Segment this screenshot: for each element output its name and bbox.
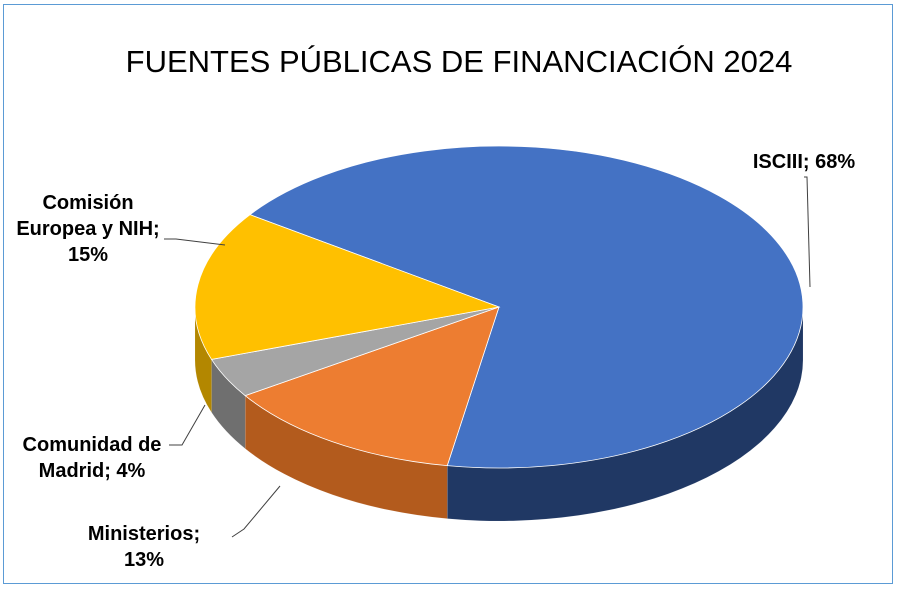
pie-chart: FUENTES PÚBLICAS DE FINANCIACIÓN 2024 IS…: [16, 44, 855, 571]
data-labels: ISCIII; 68% Ministerios; 13% Comunidad de Ma…: [16, 151, 855, 571]
pie-tops: [194, 145, 804, 469]
data-label-line: Ministerios;: [88, 523, 200, 545]
pie-slice-comision-europea-y-nih[interactable]: [194, 214, 501, 360]
data-label-line: ISCIII; 68%: [753, 151, 855, 173]
data-label-line: Comunidad de: [23, 434, 162, 456]
data-label-line: 13%: [124, 549, 164, 571]
leader-line-ministerios: [231, 485, 281, 538]
leader-line-isciii: [804, 176, 811, 288]
leader-line-comision-europea-y-nih: [164, 238, 226, 246]
pie-slice-ministerios[interactable]: [244, 306, 500, 467]
pie-slice-isciii[interactable]: [249, 145, 804, 469]
data-label-line: Europea y NIH;: [16, 218, 159, 240]
data-label-line: Comisión: [42, 192, 133, 214]
chart-frame: FUENTES PÚBLICAS DE FINANCIACIÓN 2024 IS…: [3, 4, 893, 584]
leader-line-comunidad-de-madrid: [169, 404, 206, 446]
data-label-isciii: ISCIII; 68%: [753, 151, 855, 173]
label-leaders: [164, 176, 811, 538]
data-label-comunidad-de-madrid: Comunidad de Madrid; 4%: [23, 434, 162, 482]
data-label-comision-europea-y-nih: Comisión Europea y NIH; 15%: [16, 192, 159, 266]
chart-title: FUENTES PÚBLICAS DE FINANCIACIÓN 2024: [126, 44, 793, 79]
data-label-line: Madrid; 4%: [39, 460, 146, 482]
data-label-ministerios: Ministerios; 13%: [88, 523, 200, 571]
data-label-line: 15%: [68, 244, 108, 266]
pie-sides: [194, 306, 804, 522]
